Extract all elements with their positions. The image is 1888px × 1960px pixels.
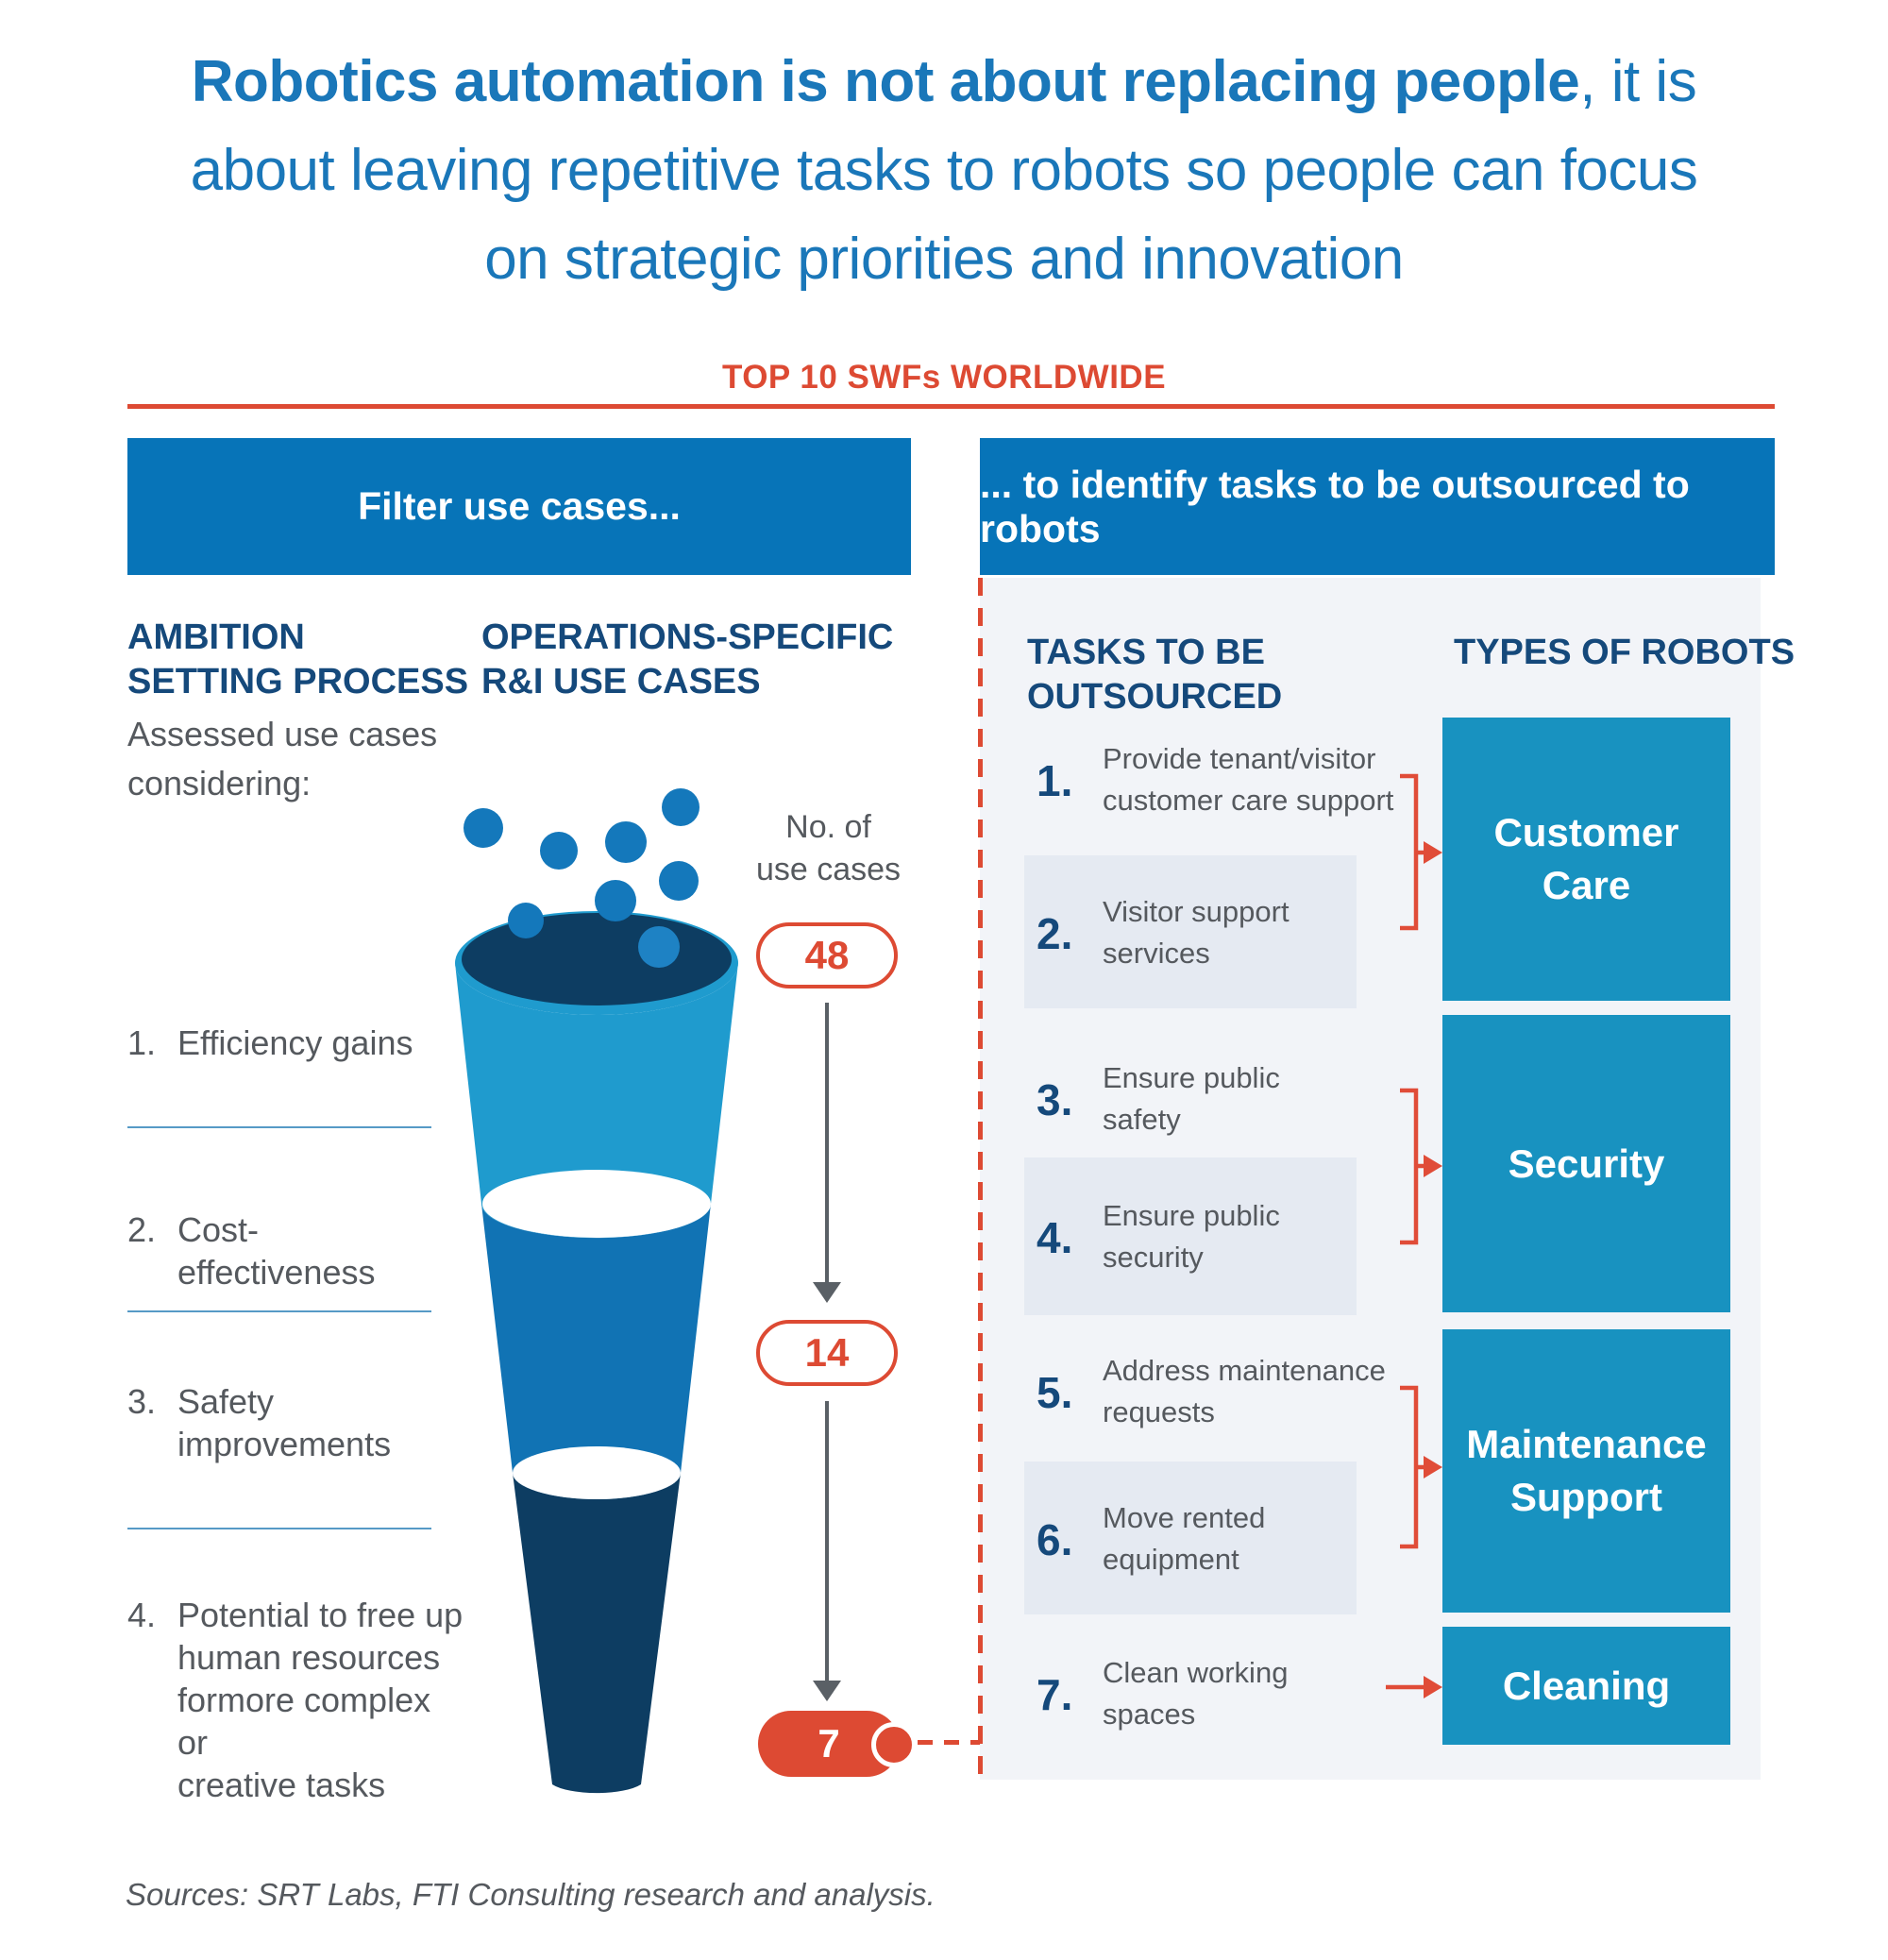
horizontal-rule — [127, 404, 1775, 409]
section-subtitle: TOP 10 SWFs WORLDWIDE — [721, 359, 1167, 396]
funnel-graphic — [455, 788, 738, 1794]
task-label: Provide tenant/visitor customer care sup… — [1103, 742, 1394, 817]
use-case-count-pill: 48 — [756, 922, 898, 988]
header-bar-filter: Filter use cases... — [127, 438, 911, 575]
robot-box-customer-care: Customer Care — [1442, 718, 1730, 1001]
use-case-count: 14 — [804, 1330, 850, 1375]
down-arrow-head — [813, 1681, 841, 1701]
title-bold-text: Robotics automation is not about replaci… — [191, 49, 1580, 114]
task-block-shaded — [1024, 1157, 1357, 1315]
sources-note: Sources: SRT Labs, FTI Consulting resear… — [126, 1877, 936, 1912]
tasks-heading: TASKS TO BE OUTSOURCED — [1027, 633, 1283, 717]
criterion-label: Cost-effectiveness — [177, 1210, 376, 1292]
header-bar-identify: ... to identify tasks to be outsourced t… — [980, 438, 1775, 575]
task-block-shaded — [1024, 855, 1357, 1008]
down-arrow — [825, 1401, 829, 1682]
criterion-item: 1. Efficiency gains — [127, 1022, 439, 1064]
use-case-count-pill: 14 — [756, 1320, 898, 1386]
bracket-customer-care — [1400, 773, 1419, 931]
task-label: Ensure public security — [1103, 1199, 1280, 1274]
task-number: 7. — [1037, 1670, 1073, 1719]
header-bar-identify-label: ... to identify tasks to be outsourced t… — [980, 462, 1690, 550]
task-number: 3. — [1037, 1075, 1073, 1124]
down-arrow-head — [813, 1282, 841, 1303]
robot-box-cleaning: Cleaning — [1442, 1627, 1730, 1745]
task-label: Clean working spaces — [1103, 1656, 1289, 1731]
operations-heading: OPERATIONS-SPECIFIC R&I USE CASES — [481, 617, 894, 701]
task-label: Address maintenance requests — [1103, 1354, 1386, 1428]
criterion-item: 4. Potential to free up human resources … — [127, 1594, 467, 1806]
task-number: 5. — [1037, 1368, 1073, 1417]
ambition-heading: AMBITION SETTING PROCESS — [127, 617, 469, 701]
task-number: 6. — [1037, 1515, 1073, 1564]
title-line-1: Robotics automation is not about replaci… — [0, 38, 1888, 127]
criterion-label: Safety improvements — [177, 1382, 392, 1463]
panel-dashed-border — [978, 578, 983, 1780]
criterion-number: 3. — [127, 1382, 157, 1421]
dashed-connector — [918, 1740, 980, 1745]
criterion-number: 2. — [127, 1210, 157, 1249]
criteria-divider — [127, 1528, 431, 1529]
criterion-number: 1. — [127, 1023, 157, 1062]
bracket-connectors — [1386, 773, 1442, 1698]
task-number: 2. — [1037, 909, 1073, 958]
use-case-counter-label: No. of use cases — [755, 809, 902, 887]
funnel-divider-1 — [482, 1170, 711, 1238]
use-case-count: 48 — [804, 933, 850, 977]
ambition-intro: Assessed use cases considering: — [127, 715, 438, 803]
connector-knob — [871, 1722, 917, 1767]
criterion-item: 3. Safety improvements — [127, 1380, 439, 1465]
title-line-3: on strategic priorities and innovation — [484, 227, 1404, 292]
use-case-count: 7 — [818, 1721, 840, 1766]
title-line-2: about leaving repetitive tasks to robots… — [190, 138, 1698, 203]
criteria-divider — [127, 1310, 431, 1312]
title-regular-suffix: , it is — [1579, 49, 1697, 114]
bracket-security — [1400, 1088, 1419, 1245]
task-label: Ensure public safety — [1103, 1061, 1280, 1136]
task-label: Visitor support services — [1103, 895, 1290, 970]
task-block-shaded — [1024, 1462, 1357, 1614]
arrow-heads — [1424, 841, 1442, 1698]
criterion-label: Potential to free up human resources for… — [177, 1596, 464, 1804]
task-number: 4. — [1037, 1213, 1073, 1262]
robots-heading: TYPES OF ROBOTS — [1454, 633, 1795, 672]
funnel-divider-2 — [513, 1446, 681, 1499]
bracket-maintenance — [1400, 1385, 1419, 1549]
task-label: Move rented equipment — [1103, 1501, 1266, 1576]
robot-box-maintenance: Maintenance Support — [1442, 1329, 1730, 1613]
header-bar-filter-label: Filter use cases... — [358, 484, 681, 528]
page-title: Robotics automation is not about replaci… — [0, 38, 1888, 304]
robot-box-security: Security — [1442, 1015, 1730, 1312]
criteria-divider — [127, 1126, 431, 1128]
criterion-number: 4. — [127, 1596, 157, 1634]
down-arrow — [825, 1003, 829, 1284]
task-number: 1. — [1037, 756, 1073, 805]
funnel-mouth — [462, 913, 732, 1005]
criterion-item: 2. Cost-effectiveness — [127, 1208, 439, 1293]
criterion-label: Efficiency gains — [177, 1023, 413, 1062]
falling-dots — [464, 788, 700, 968]
